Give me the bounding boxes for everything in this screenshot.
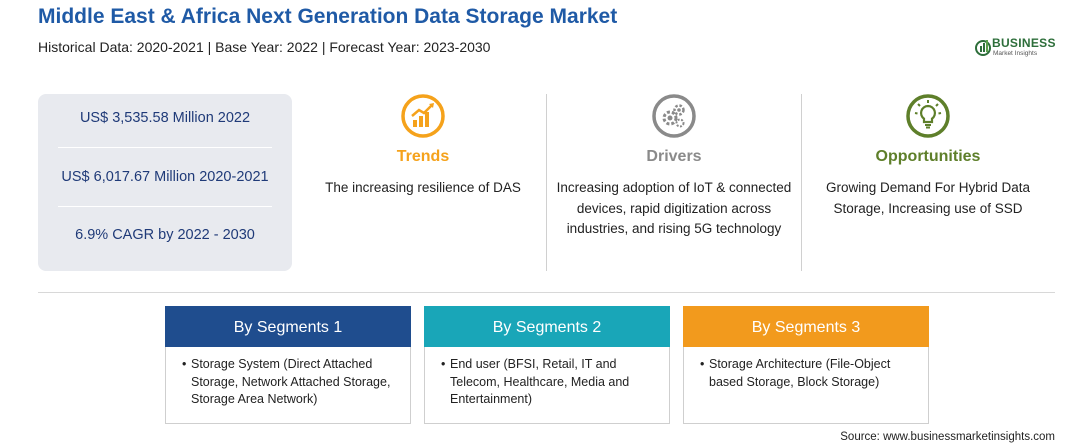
drivers-column: Drivers Increasing adoption of IoT & con… <box>556 94 792 271</box>
segment-1-list: Storage System (Direct Attached Storage,… <box>179 356 402 409</box>
stats-panel: US$ 3,535.58 Million 2022 US$ 6,017.67 M… <box>38 94 292 271</box>
column-divider <box>546 94 547 271</box>
segment-2-title: By Segments 2 <box>424 306 670 347</box>
opportunities-text: Growing Demand For Hybrid Data Storage, … <box>825 180 1031 216</box>
stat-divider <box>58 206 272 207</box>
globe-logo-icon <box>975 40 991 56</box>
drivers-title: Drivers <box>646 148 702 165</box>
stat-market-size-2022: US$ 3,535.58 Million 2022 <box>79 110 251 126</box>
segment-3-item: Storage Architecture (File-Object based … <box>697 356 920 391</box>
column-divider <box>801 94 802 271</box>
segment-card-2: By Segments 2 End user (BFSI, Retail, IT… <box>424 306 670 424</box>
segment-card-1: By Segments 1 Storage System (Direct Att… <box>165 306 411 424</box>
segment-2-list: End user (BFSI, Retail, IT and Telecom, … <box>438 356 661 409</box>
segment-card-3: By Segments 3 Storage Architecture (File… <box>683 306 929 424</box>
source-citation: Source: www.businessmarketinsights.com <box>840 431 1055 443</box>
page-subtitle: Historical Data: 2020-2021 | Base Year: … <box>38 39 491 55</box>
trends-title: Trends <box>396 148 450 165</box>
segment-1-title: By Segments 1 <box>165 306 411 347</box>
stat-market-size-historical: US$ 6,017.67 Million 2020-2021 <box>61 169 269 185</box>
drivers-text: Increasing adoption of IoT & connected d… <box>556 180 792 236</box>
segment-1-item: Storage System (Direct Attached Storage,… <box>179 356 402 409</box>
stat-cagr: 6.9% CAGR by 2022 - 2030 <box>75 227 255 243</box>
chart-growth-icon <box>401 94 445 138</box>
trends-text: The increasing resilience of DAS <box>325 180 521 195</box>
business-market-insights-logo: BUSINESS Market Insights <box>975 36 1065 60</box>
logo-main-text: BUSINESS <box>992 36 1056 50</box>
segment-2-item: End user (BFSI, Retail, IT and Telecom, … <box>438 356 661 409</box>
logo-sub-text: Market Insights <box>993 50 1038 57</box>
opportunities-column: Opportunities Growing Demand For Hybrid … <box>813 94 1043 271</box>
trends-column: Trends The increasing resilience of DAS <box>316 94 530 271</box>
segment-3-title: By Segments 3 <box>683 306 929 347</box>
opportunities-title: Opportunities <box>875 148 981 165</box>
gears-icon <box>652 94 696 138</box>
stat-divider <box>58 147 272 148</box>
lightbulb-icon <box>906 94 950 138</box>
segment-3-list: Storage Architecture (File-Object based … <box>697 356 920 391</box>
section-divider <box>38 292 1055 293</box>
page-title: Middle East & Africa Next Generation Dat… <box>38 5 618 28</box>
